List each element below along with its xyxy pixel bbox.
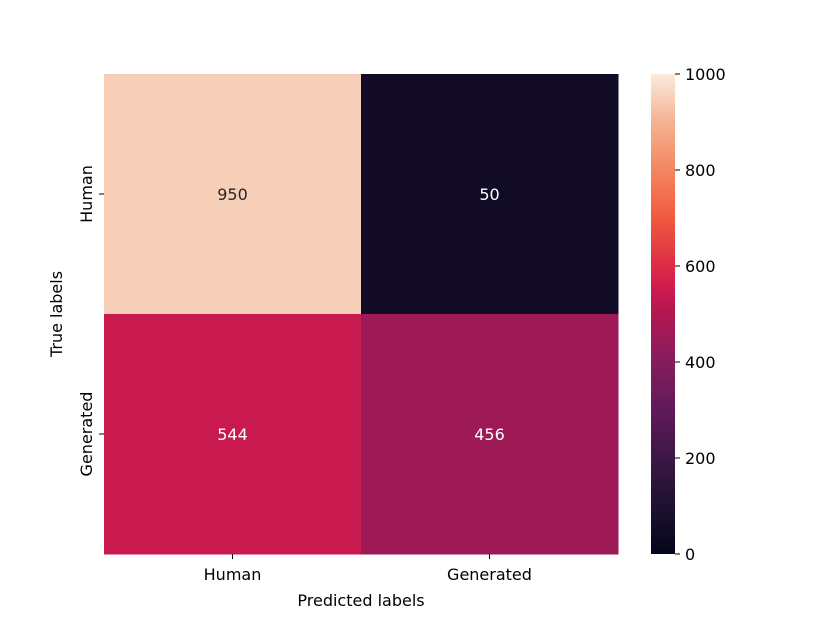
cell-value-label: 456 xyxy=(474,425,505,444)
x-tick-label: Generated xyxy=(447,565,532,584)
y-tick-label: Human xyxy=(77,165,96,223)
colorbar-tick-label: 600 xyxy=(685,257,716,276)
x-tick-label: Human xyxy=(204,565,262,584)
y-axis-ticks: Human Generated xyxy=(77,165,104,476)
cell-value-label: 544 xyxy=(217,425,248,444)
heatmap-cell xyxy=(361,74,619,315)
heatmap-cell xyxy=(361,314,619,555)
heatmap-cell xyxy=(104,74,362,315)
cell-value-label: 950 xyxy=(217,185,248,204)
colorbar-tick-label: 400 xyxy=(685,353,716,372)
heatmap-cell xyxy=(104,314,362,555)
x-axis-ticks: Human Generated xyxy=(204,554,532,584)
colorbar-tick-label: 800 xyxy=(685,161,716,180)
colorbar: 0 200 400 600 800 1000 xyxy=(651,65,726,564)
heatmap-annotations: 950 50 544 456 xyxy=(217,185,505,444)
cell-value-label: 50 xyxy=(479,185,499,204)
y-axis-label: True labels xyxy=(47,271,66,358)
colorbar-tick-label: 200 xyxy=(685,449,716,468)
heatmap-cells xyxy=(104,74,619,555)
x-axis-label: Predicted labels xyxy=(297,591,424,610)
y-tick-label: Generated xyxy=(77,392,96,477)
colorbar-tick-label: 0 xyxy=(685,545,695,564)
colorbar-tick-label: 1000 xyxy=(685,65,726,84)
colorbar-gradient xyxy=(651,74,675,554)
